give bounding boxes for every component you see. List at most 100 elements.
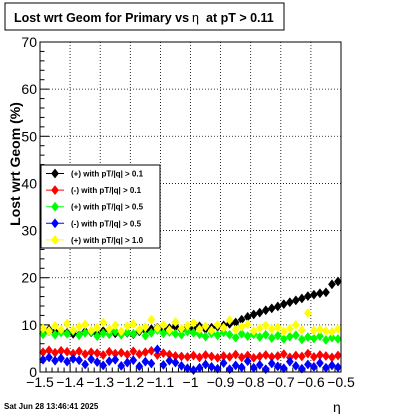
data-point xyxy=(87,354,96,365)
data-point xyxy=(334,324,342,335)
y-tick-label: 30 xyxy=(21,223,37,239)
data-point xyxy=(267,333,276,344)
data-point xyxy=(316,288,324,299)
data-point xyxy=(231,332,240,343)
data-point xyxy=(183,320,192,331)
data-point xyxy=(75,321,84,332)
data-point xyxy=(39,323,47,334)
data-point xyxy=(243,356,252,367)
data-point xyxy=(285,297,294,308)
y-tick-label: 60 xyxy=(21,81,37,97)
data-point xyxy=(255,332,264,343)
data-point xyxy=(255,351,264,362)
y-tick-label: 20 xyxy=(21,270,37,286)
data-point xyxy=(201,321,210,332)
series-3 xyxy=(39,344,342,376)
data-point xyxy=(237,321,246,332)
data-point xyxy=(69,353,78,364)
data-point xyxy=(225,364,234,375)
data-point xyxy=(225,329,234,340)
data-point xyxy=(189,327,198,338)
data-point xyxy=(249,309,258,320)
data-point xyxy=(195,352,204,363)
data-point xyxy=(273,322,282,333)
data-point xyxy=(303,348,312,359)
data-point xyxy=(285,356,294,367)
x-tick-label: −0.7 xyxy=(267,374,295,390)
data-point xyxy=(105,329,114,340)
data-point xyxy=(261,320,270,331)
data-point xyxy=(328,326,336,337)
data-point xyxy=(219,322,228,333)
data-point xyxy=(267,358,276,369)
data-point xyxy=(123,327,132,338)
data-point xyxy=(129,355,138,366)
data-point xyxy=(45,352,53,363)
legend-marker xyxy=(51,185,59,196)
data-point xyxy=(159,348,168,359)
data-point xyxy=(237,328,246,339)
x-tick-label: −1.1 xyxy=(147,374,175,390)
data-point xyxy=(297,293,306,304)
data-point xyxy=(51,329,59,340)
legend-label: (-) with pT/|q| > 0.5 xyxy=(71,219,142,228)
data-point xyxy=(189,350,198,361)
data-point xyxy=(189,317,198,328)
data-point xyxy=(291,319,300,330)
data-point xyxy=(63,318,71,329)
data-point xyxy=(63,328,71,339)
data-point xyxy=(99,328,108,339)
data-point xyxy=(63,346,71,357)
data-point xyxy=(213,352,222,363)
x-tick-label: −1.2 xyxy=(116,374,144,390)
data-point xyxy=(57,324,65,335)
data-point xyxy=(147,345,156,356)
data-point xyxy=(117,326,126,337)
data-point xyxy=(177,360,186,371)
data-point xyxy=(141,330,150,341)
data-point xyxy=(261,305,270,316)
y-tick-label: 70 xyxy=(21,34,37,50)
data-point xyxy=(249,325,258,336)
data-point xyxy=(135,361,144,372)
data-point xyxy=(261,350,270,361)
chart-title-symbol: η xyxy=(192,11,199,25)
data-point xyxy=(291,330,300,341)
data-point xyxy=(213,363,222,374)
data-point xyxy=(117,360,126,371)
data-point xyxy=(231,324,240,335)
data-point xyxy=(153,323,162,334)
data-point xyxy=(153,344,162,355)
data-point xyxy=(105,356,114,367)
x-tick-label: −1.3 xyxy=(86,374,114,390)
data-point xyxy=(273,361,282,372)
legend-label: (+) with pT/|q| > 0.5 xyxy=(71,203,144,212)
data-point xyxy=(51,320,59,331)
y-tick-label: 0 xyxy=(29,364,37,380)
data-point xyxy=(322,325,330,336)
data-point xyxy=(135,324,144,335)
data-point xyxy=(316,358,324,369)
data-point xyxy=(111,326,120,337)
data-point xyxy=(328,360,336,371)
data-point xyxy=(297,334,306,345)
data-point xyxy=(201,350,210,361)
data-point xyxy=(334,276,342,287)
data-point xyxy=(93,357,102,368)
data-point xyxy=(147,358,156,369)
data-point xyxy=(303,332,312,343)
data-point xyxy=(177,323,186,334)
data-point xyxy=(99,360,108,371)
data-point xyxy=(273,350,282,361)
x-tick-label: −0.6 xyxy=(297,374,325,390)
data-point xyxy=(75,355,84,366)
legend-marker xyxy=(51,168,59,179)
y-axis-label: Lost wrt Geom (%) xyxy=(7,102,23,226)
data-point xyxy=(195,324,204,335)
legend-marker xyxy=(51,234,59,245)
chart-title-suffix: at pT > 0.11 xyxy=(206,11,274,25)
data-point xyxy=(183,363,192,374)
data-point xyxy=(75,330,84,341)
timestamp: Sat Jun 28 13:46:41 2025 xyxy=(4,402,99,411)
data-point xyxy=(316,331,324,342)
